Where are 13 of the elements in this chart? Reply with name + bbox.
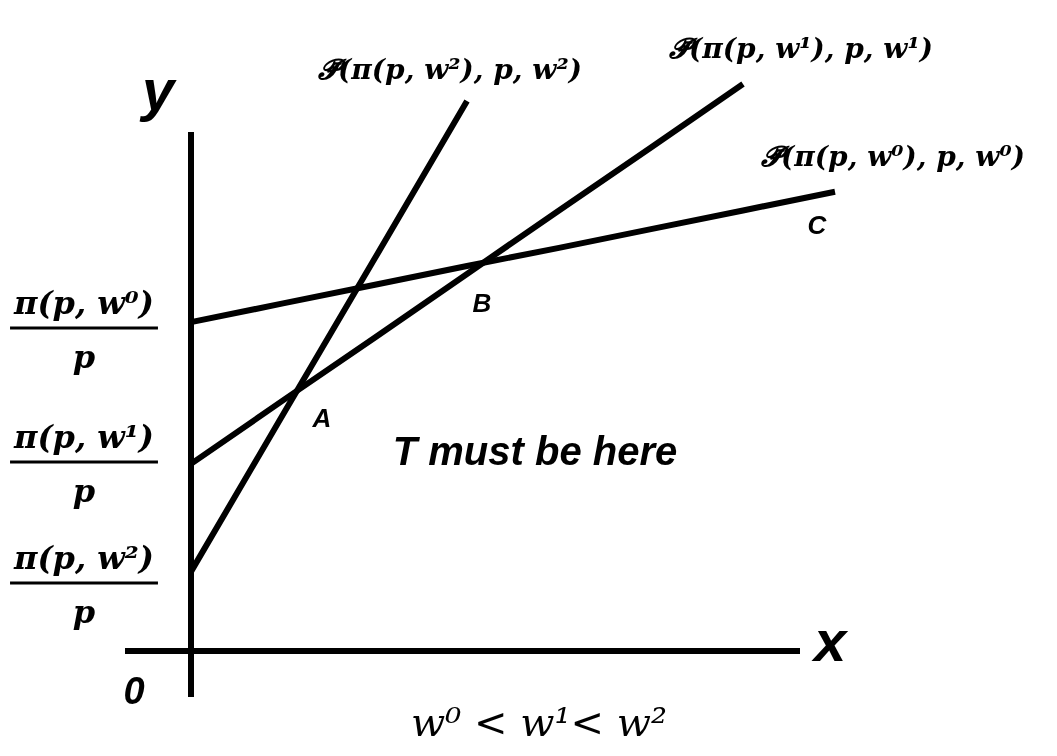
- x-axis-title: x: [810, 608, 849, 673]
- annotation: B: [472, 288, 492, 319]
- text: 0: [123, 670, 145, 713]
- series-label: 𝓟̄(π(p, w⁰), p, w⁰): [761, 139, 1025, 173]
- annotation: T must be here: [392, 429, 678, 474]
- text: C: [807, 210, 828, 241]
- text: w⁰ < w¹< w²: [411, 699, 667, 746]
- y-axis-title: y: [138, 57, 177, 122]
- annotation: π(p, w²) p: [13, 539, 154, 631]
- text: 𝓟̄(π(p, w¹), p, w¹): [669, 32, 933, 65]
- annotation: A: [311, 403, 332, 434]
- series-label: 𝓟̄(π(p, w²), p, w²): [318, 53, 582, 87]
- annotation: π(p, w⁰) p: [13, 284, 154, 376]
